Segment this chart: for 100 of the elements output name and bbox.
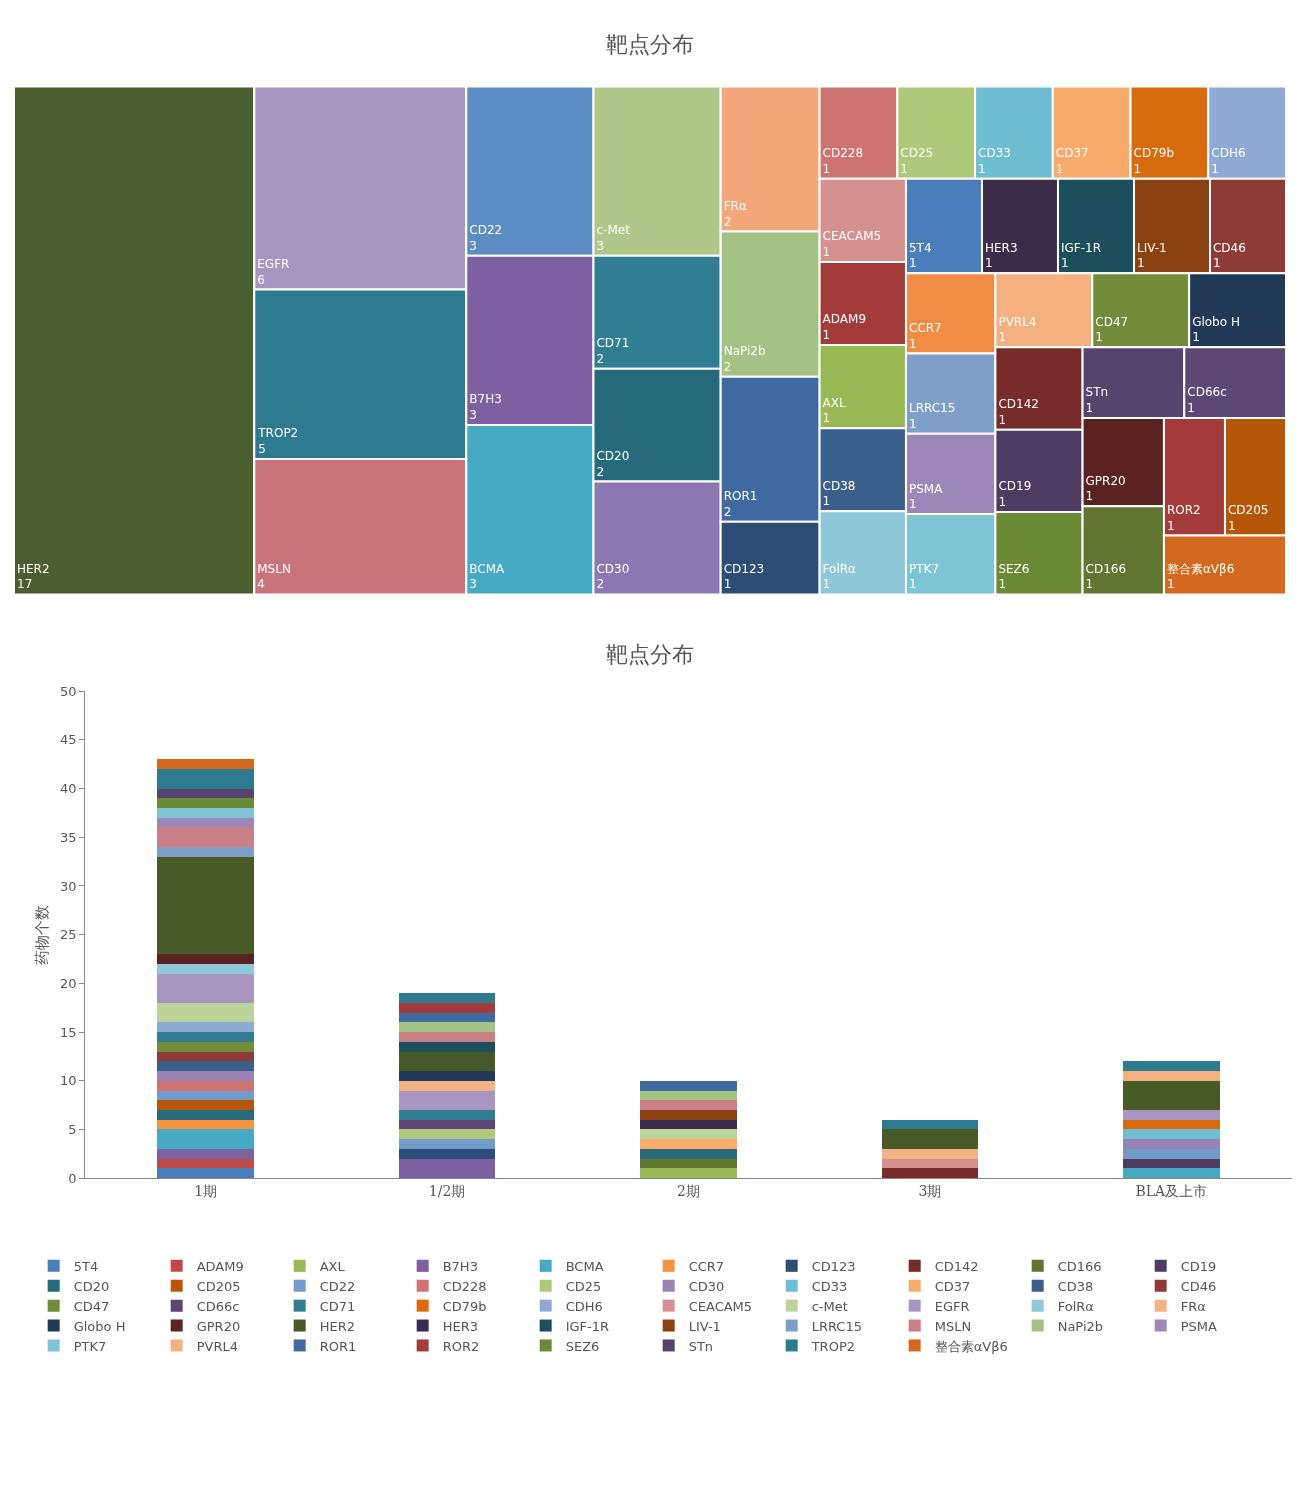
legend-label: CD46	[1180, 1278, 1217, 1294]
category-label: MSLN	[257, 561, 291, 576]
legend-label: CD205	[196, 1278, 241, 1294]
data-label: 1	[900, 161, 908, 176]
category-label: CDH6	[1211, 146, 1246, 161]
legend-label: LIV-1	[688, 1318, 721, 1334]
legend-label: FolRα	[1057, 1298, 1094, 1314]
bar	[398, 1090, 496, 1111]
category-label: CD79b	[1133, 146, 1175, 161]
data-label: 1	[822, 328, 831, 343]
bar	[640, 1139, 737, 1149]
data-label: 6	[257, 272, 265, 287]
category-label: LRRC15	[908, 401, 956, 416]
data-label: 17	[17, 577, 33, 592]
category-label: CD22	[469, 223, 503, 238]
legend-label: CD142	[934, 1258, 979, 1274]
data-label: 5	[258, 441, 266, 456]
legend-label: STn	[688, 1338, 714, 1354]
category-label: CD30	[596, 561, 630, 576]
legend-label: PSMA	[1180, 1318, 1217, 1334]
category-label: 5T4	[908, 240, 932, 255]
bar	[640, 1148, 737, 1159]
bar	[398, 1148, 496, 1159]
legend-label: CD19	[1180, 1258, 1217, 1274]
legend-label: CD66c	[196, 1298, 240, 1314]
data-label: 1	[822, 244, 831, 259]
category-label: c-Met	[596, 223, 631, 238]
data-label: 1	[1166, 518, 1175, 533]
legend-label: IGF-1R	[565, 1318, 610, 1334]
legend-label: ROR2	[442, 1338, 480, 1354]
x-tick-label: 1/2期	[428, 1183, 466, 1199]
data-label: 1	[1192, 330, 1200, 345]
category-label: CD228	[822, 146, 864, 161]
category-label: CD142	[998, 397, 1039, 412]
bar	[398, 1022, 496, 1033]
y-tick-label: 20	[59, 975, 77, 991]
bar	[157, 1129, 255, 1149]
data-label: 1	[1085, 400, 1094, 415]
category-label: CD25	[900, 146, 934, 161]
data-label: 1	[822, 577, 831, 592]
bar	[1123, 1061, 1220, 1072]
bar	[398, 1032, 496, 1042]
category-label: Globo H	[1192, 314, 1240, 329]
bar	[1123, 1071, 1220, 1081]
bar	[398, 1080, 496, 1091]
bar	[398, 1051, 496, 1072]
legend-label: TROP2	[810, 1338, 856, 1354]
legend-label: ADAM9	[196, 1258, 244, 1274]
bar	[157, 817, 255, 828]
bar	[1123, 1139, 1220, 1149]
bar	[157, 846, 255, 857]
bar	[398, 1129, 496, 1140]
data-label: 1	[998, 330, 1007, 345]
x-tick-label: 1期	[194, 1183, 218, 1199]
legend-label: CD37	[934, 1278, 971, 1294]
bar	[157, 759, 255, 770]
category-label: BCMA	[469, 561, 506, 576]
bar	[398, 993, 496, 1003]
data-label: 2	[723, 214, 732, 229]
legend-label: PVRL4	[196, 1338, 238, 1354]
bar	[157, 1090, 255, 1101]
text: 靶点分布	[606, 32, 694, 57]
data-label: 2	[723, 359, 732, 374]
category-label: AXL	[822, 395, 847, 410]
data-label: 2	[596, 351, 605, 366]
category-label: CD71	[596, 336, 630, 351]
category-label: CD20	[596, 448, 630, 463]
category-label: CEACAM5	[822, 229, 882, 244]
bar	[157, 1168, 255, 1179]
data-label: 1	[1060, 256, 1069, 271]
y-axis-title: 药物个数	[33, 904, 52, 965]
y-tick-label: 15	[59, 1024, 77, 1040]
data-label: 1	[984, 256, 993, 271]
bar	[398, 1012, 496, 1023]
category-label: ROR1	[723, 489, 758, 504]
data-label: 1	[822, 161, 831, 176]
bar	[881, 1158, 979, 1169]
data-label: 1	[908, 416, 917, 431]
data-label: 1	[1166, 577, 1175, 592]
bar	[157, 1071, 255, 1081]
bar	[157, 798, 255, 809]
category-label: CD47	[1095, 314, 1129, 329]
bar	[640, 1158, 737, 1169]
category-label: CD123	[723, 561, 765, 576]
category-label: FolRα	[822, 561, 857, 576]
bar	[398, 1110, 496, 1120]
data-label: 1	[1095, 330, 1103, 345]
legend-label: B7H3	[442, 1258, 478, 1274]
data-label: 3	[469, 238, 477, 253]
y-tick-label: 5	[68, 1122, 77, 1138]
category-label: ROR2	[1166, 502, 1201, 517]
bar	[398, 1139, 496, 1149]
category-label: CD46	[1212, 240, 1246, 255]
legend-label: PTK7	[73, 1338, 107, 1354]
bar	[1123, 1080, 1220, 1111]
legend-label: CD22	[319, 1278, 356, 1294]
bar	[640, 1090, 737, 1101]
legend-label: Globo H	[73, 1318, 126, 1334]
legend-label: CD30	[688, 1278, 725, 1294]
y-tick-label: 40	[59, 781, 77, 797]
